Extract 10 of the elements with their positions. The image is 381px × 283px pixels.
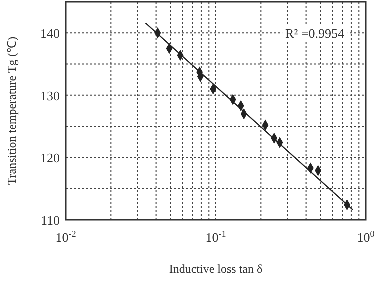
- y-axis-title: Transition temperature Tg (℃): [5, 36, 19, 186]
- y-tick-label: 140: [40, 26, 60, 42]
- x-tick-label: 10$^{0}$: [357, 229, 376, 245]
- y-tick-label: 110: [40, 213, 60, 228]
- x-tick-label: 10$^{-1}$: [206, 229, 226, 245]
- annotation: R² =0.9954: [286, 26, 345, 41]
- y-tick-label: 120: [40, 150, 60, 166]
- y-tick-label: 130: [40, 88, 60, 104]
- x-axis-title: Inductive loss tan δ: [169, 262, 263, 276]
- x-tick-label: 10$^{-2}$: [56, 229, 77, 245]
